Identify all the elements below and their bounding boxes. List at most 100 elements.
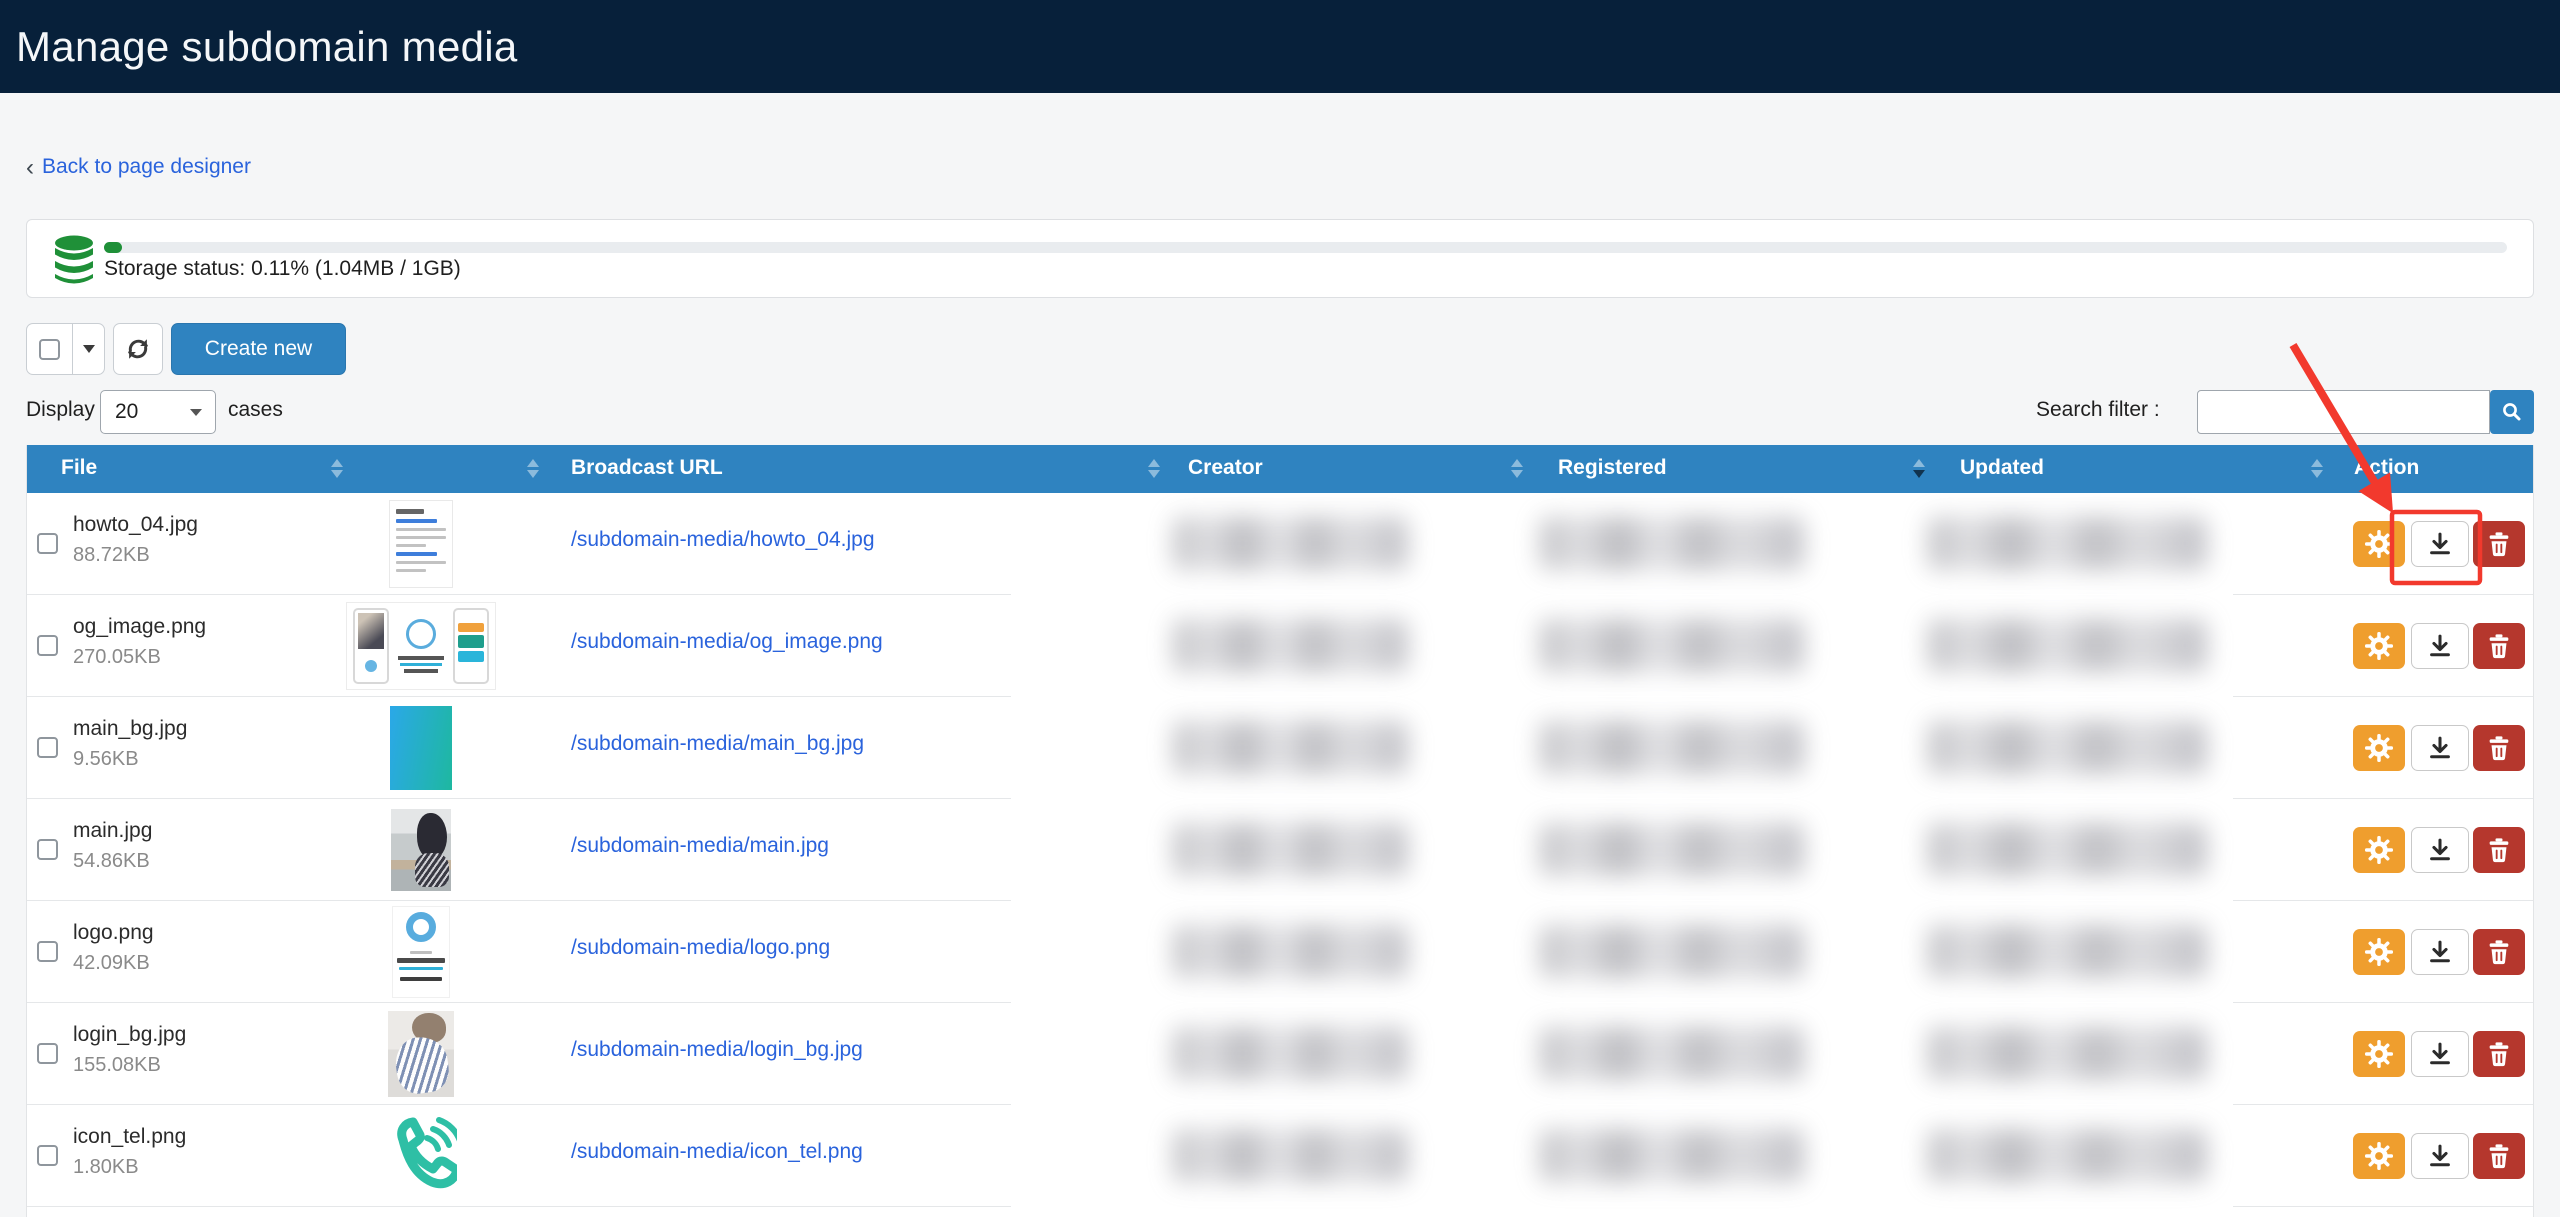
- gear-icon: [2365, 734, 2393, 762]
- display-count-select[interactable]: 20: [100, 390, 216, 434]
- column-header-file[interactable]: File: [61, 456, 98, 479]
- column-header-broadcast-url[interactable]: Broadcast URL: [571, 456, 723, 479]
- file-size: 54.86KB: [73, 850, 150, 872]
- file-name: main_bg.jpg: [73, 717, 188, 740]
- select-all-checkbox[interactable]: [39, 338, 60, 360]
- search-icon: [2503, 403, 2521, 421]
- gear-icon: [2365, 530, 2393, 558]
- file-size: 88.72KB: [73, 544, 150, 566]
- select-all-checkbox-segment[interactable]: [27, 324, 73, 374]
- refresh-button[interactable]: [113, 323, 163, 375]
- redacted-text-blob: [1540, 925, 1804, 978]
- thumbnail: [341, 906, 501, 998]
- file-name: logo.png: [73, 921, 154, 944]
- trash-icon: [2489, 634, 2509, 659]
- row-checkbox[interactable]: [37, 1145, 58, 1166]
- storage-progress-fill: [104, 242, 122, 253]
- redacted-text-blob: [1540, 721, 1804, 774]
- delete-button[interactable]: [2473, 623, 2525, 669]
- gear-icon: [2365, 938, 2393, 966]
- sort-carets-icon: [1148, 459, 1160, 478]
- create-new-button[interactable]: Create new: [171, 323, 346, 375]
- column-header-updated[interactable]: Updated: [1960, 456, 2044, 479]
- delete-button[interactable]: [2473, 1031, 2525, 1077]
- broadcast-url-link[interactable]: /subdomain-media/howto_04.jpg: [571, 528, 875, 551]
- redacted-text-blob: [1928, 1027, 2207, 1080]
- download-button[interactable]: [2411, 1031, 2469, 1077]
- search-filter-label: Search filter :: [2036, 398, 2160, 421]
- delete-button[interactable]: [2473, 725, 2525, 771]
- redacted-text-blob: [1173, 1129, 1408, 1182]
- broadcast-url-link[interactable]: /subdomain-media/logo.png: [571, 936, 831, 959]
- file-size: 270.05KB: [73, 646, 161, 668]
- trash-icon: [2489, 532, 2509, 557]
- redacted-text-blob: [1173, 517, 1408, 570]
- display-count-value: 20: [115, 400, 139, 423]
- redacted-text-blob: [1540, 823, 1804, 876]
- download-button[interactable]: [2411, 929, 2469, 975]
- trash-icon: [2489, 736, 2509, 761]
- file-name: login_bg.jpg: [73, 1023, 187, 1046]
- redacted-text-blob: [1928, 823, 2207, 876]
- back-link-label: Back to page designer: [42, 155, 251, 178]
- settings-button[interactable]: [2353, 521, 2405, 567]
- download-button[interactable]: [2411, 623, 2469, 669]
- redacted-text-blob: [1173, 721, 1408, 774]
- redacted-text-blob: [1173, 1027, 1408, 1080]
- row-checkbox[interactable]: [37, 737, 58, 758]
- settings-button[interactable]: [2353, 1031, 2405, 1077]
- redacted-text-blob: [1540, 517, 1804, 570]
- redacted-text-blob: [1540, 619, 1804, 672]
- broadcast-url-link[interactable]: /subdomain-media/login_bg.jpg: [571, 1038, 863, 1061]
- file-name: og_image.png: [73, 615, 207, 638]
- gear-icon: [2365, 1142, 2393, 1170]
- file-name: icon_tel.png: [73, 1125, 187, 1148]
- delete-button[interactable]: [2473, 521, 2525, 567]
- download-button[interactable]: [2411, 827, 2469, 873]
- search-button[interactable]: [2490, 390, 2534, 434]
- broadcast-url-link[interactable]: /subdomain-media/icon_tel.png: [571, 1140, 863, 1163]
- settings-button[interactable]: [2353, 1133, 2405, 1179]
- redacted-text-blob: [1928, 517, 2207, 570]
- table-row: icon_tel.png 1.80KB /subdomain-media/ico…: [27, 1105, 2533, 1207]
- thumbnail: [341, 702, 501, 794]
- broadcast-url-link[interactable]: /subdomain-media/main.jpg: [571, 834, 829, 857]
- row-checkbox[interactable]: [37, 533, 58, 554]
- back-to-page-designer-link[interactable]: ‹ Back to page designer: [26, 155, 251, 179]
- download-button[interactable]: [2411, 1133, 2469, 1179]
- top-navbar: Manage subdomain media: [0, 0, 2560, 93]
- delete-button[interactable]: [2473, 929, 2525, 975]
- row-checkbox[interactable]: [37, 839, 58, 860]
- download-button[interactable]: [2411, 725, 2469, 771]
- select-dropdown-toggle[interactable]: [73, 324, 104, 374]
- broadcast-url-link[interactable]: /subdomain-media/og_image.png: [571, 630, 883, 653]
- broadcast-url-link[interactable]: /subdomain-media/main_bg.jpg: [571, 732, 865, 755]
- refresh-icon: [128, 339, 148, 359]
- settings-button[interactable]: [2353, 929, 2405, 975]
- sort-carets-icon: [2311, 459, 2323, 478]
- download-icon: [2430, 532, 2450, 555]
- redacted-text-blob: [1540, 1027, 1804, 1080]
- row-checkbox[interactable]: [37, 635, 58, 656]
- settings-button[interactable]: [2353, 827, 2405, 873]
- download-icon: [2430, 1042, 2450, 1065]
- redacted-text-blob: [1928, 619, 2207, 672]
- delete-button[interactable]: [2473, 827, 2525, 873]
- column-header-creator[interactable]: Creator: [1188, 456, 1263, 479]
- redacted-text-blob: [1173, 619, 1408, 672]
- search-input[interactable]: [2197, 390, 2490, 434]
- database-icon: [55, 235, 93, 284]
- thumbnail: [341, 1008, 501, 1100]
- delete-button[interactable]: [2473, 1133, 2525, 1179]
- media-table: File Broadcast URL Creator Registered Up…: [26, 445, 2534, 1217]
- settings-button[interactable]: [2353, 725, 2405, 771]
- column-header-registered[interactable]: Registered: [1558, 456, 1667, 479]
- download-button[interactable]: [2411, 521, 2469, 567]
- redacted-text-blob: [1928, 1129, 2207, 1182]
- sort-carets-icon: [1511, 459, 1523, 478]
- file-name: howto_04.jpg: [73, 513, 198, 536]
- thumbnail: [341, 1110, 501, 1202]
- settings-button[interactable]: [2353, 623, 2405, 669]
- row-checkbox[interactable]: [37, 1043, 58, 1064]
- row-checkbox[interactable]: [37, 941, 58, 962]
